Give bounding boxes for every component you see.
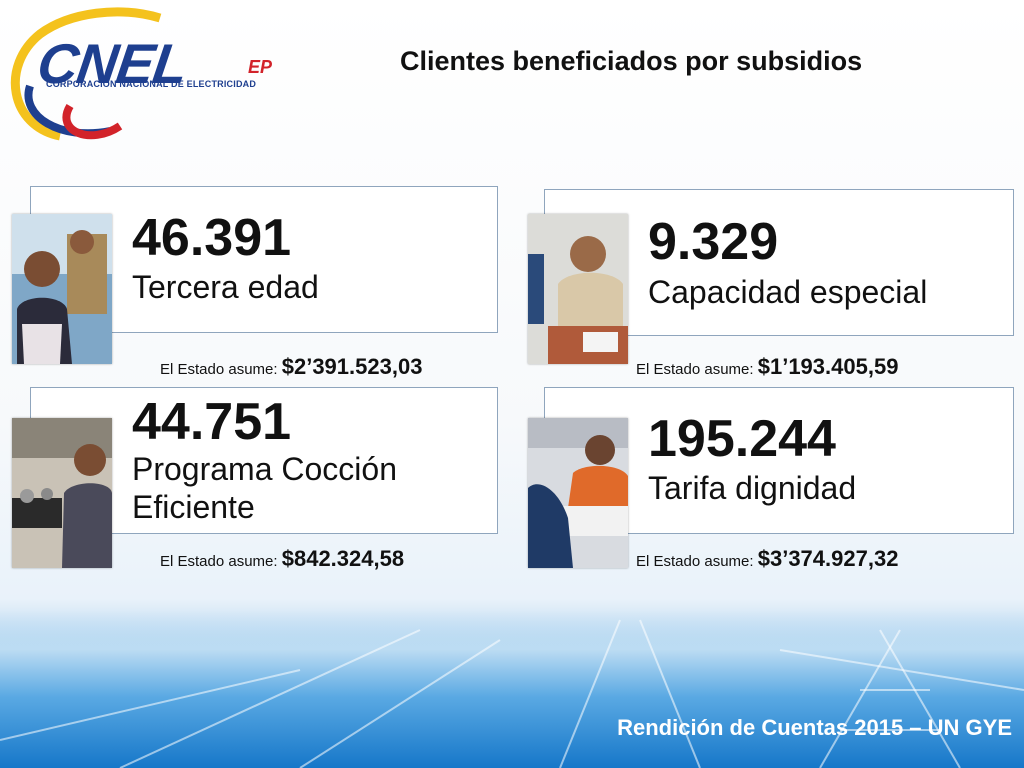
state-assumes: El Estado asume: $2’391.523,03 <box>160 354 422 380</box>
man-at-desk-photo <box>528 214 628 364</box>
power-tower-graphic <box>0 619 1024 768</box>
assume-label: El Estado asume: <box>636 361 758 378</box>
card-label: Programa Cocción <box>132 451 397 487</box>
assume-amount: $2’391.523,03 <box>281 354 423 379</box>
card-number: 9.329 <box>648 213 779 271</box>
cnel-logo: CNEL EP CORPORACIÓN NACIONAL DE ELECTRIC… <box>0 6 300 146</box>
page-title: Clientes beneficiados por subsidios <box>400 46 863 76</box>
assume-amount: $1’193.405,59 <box>757 354 899 379</box>
assume-label: El Estado asume: <box>160 553 282 570</box>
logo-subtitle: CORPORACIÓN NACIONAL DE ELECTRICIDAD <box>46 79 257 89</box>
card-label-line2: Eficiente <box>132 489 255 525</box>
bottom-banner <box>0 610 1024 768</box>
card-number: 195.244 <box>648 410 836 468</box>
logo-swoosh-icon <box>10 7 162 141</box>
woman-at-counter-photo <box>528 418 628 568</box>
assume-amount: $3’374.927,32 <box>757 546 899 571</box>
card-number: 46.391 <box>132 209 292 267</box>
card-label: Tarifa dignidad <box>648 470 857 506</box>
state-assumes: El Estado asume: $842.324,58 <box>160 546 404 572</box>
woman-in-kitchen-photo <box>12 418 112 568</box>
assume-label: El Estado asume: <box>636 553 758 570</box>
state-assumes: El Estado asume: $3’374.927,32 <box>636 546 898 572</box>
assume-amount: $842.324,58 <box>281 546 405 571</box>
card-label: Tercera edad <box>132 269 319 305</box>
state-assumes: El Estado asume: $1’193.405,59 <box>636 354 898 380</box>
logo-suffix: EP <box>248 57 273 77</box>
card-label: Capacidad especial <box>648 274 928 310</box>
assume-label: El Estado asume: <box>160 361 282 378</box>
footer-caption: Rendición de Cuentas 2015 – UN GYE <box>617 715 1012 740</box>
card-number: 44.751 <box>132 393 292 451</box>
elderly-woman-photo <box>12 214 112 364</box>
